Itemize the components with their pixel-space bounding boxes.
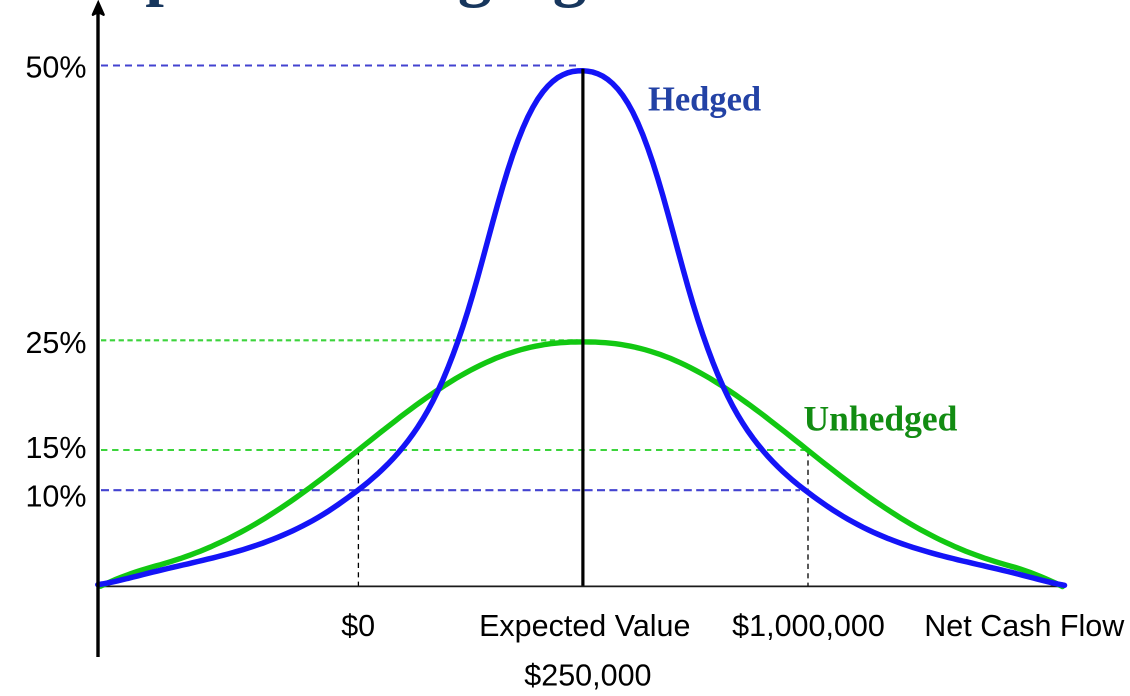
svg-text:50%: 50% <box>25 50 86 84</box>
svg-text:25%: 25% <box>25 326 86 360</box>
svg-text:10%: 10% <box>25 479 86 513</box>
svg-text:15%: 15% <box>25 431 86 465</box>
svg-text:$250,000: $250,000 <box>524 658 651 692</box>
svg-text:Net Cash Flow: Net Cash Flow <box>924 609 1125 643</box>
svg-text:$1,000,000: $1,000,000 <box>732 609 885 643</box>
svg-text:Hedged: Hedged <box>648 80 761 118</box>
svg-text:Expected Value: Expected Value <box>479 609 690 643</box>
svg-text:$0: $0 <box>341 609 375 643</box>
svg-text:Unhedged: Unhedged <box>804 399 958 439</box>
